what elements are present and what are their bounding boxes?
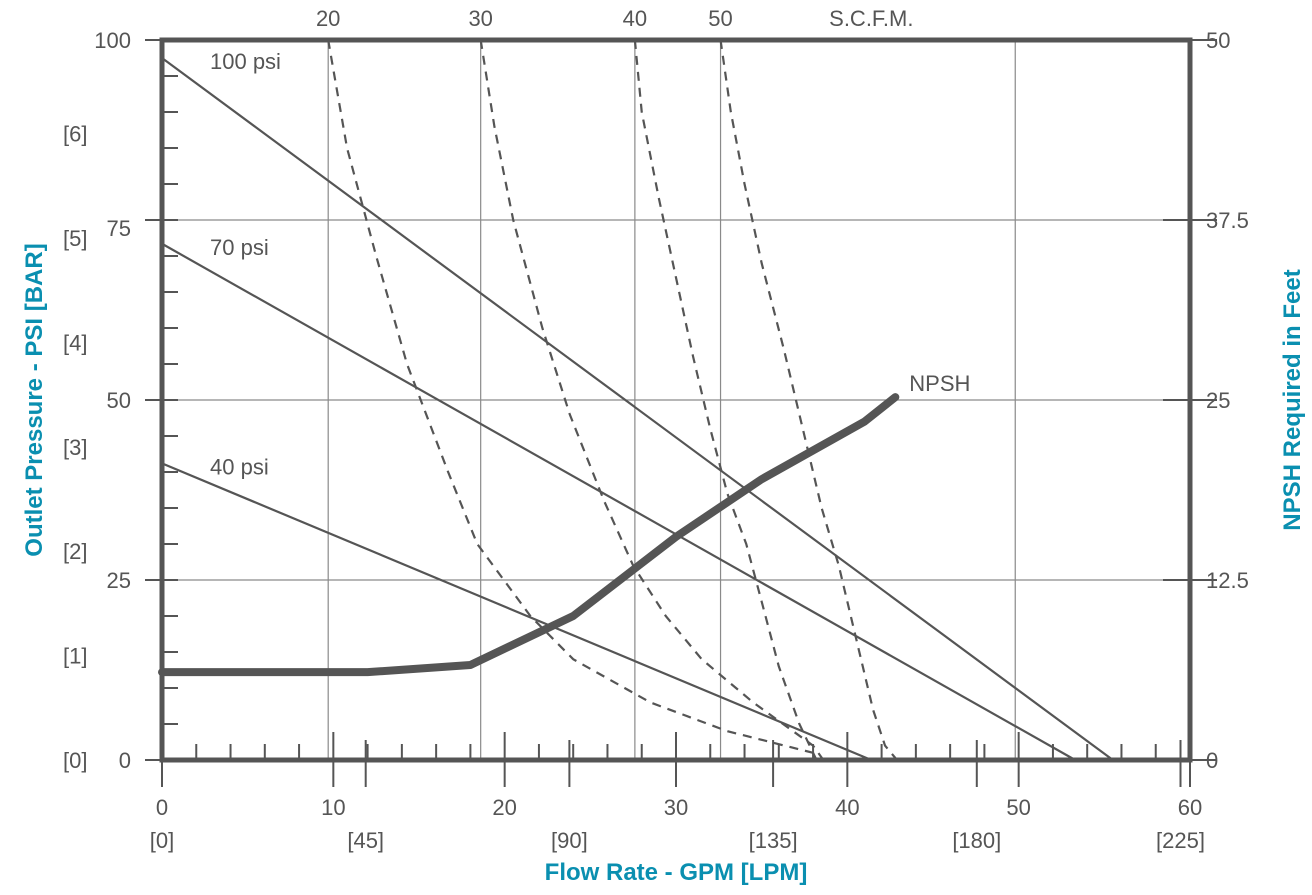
x-tick-label-lpm: [135]	[749, 828, 798, 853]
y-tick-label-bar: [0]	[63, 748, 87, 773]
scfm-curve-label: 40	[623, 6, 647, 31]
y-tick-label-bar: [6]	[63, 122, 87, 147]
x-tick-label-lpm: [180]	[952, 828, 1001, 853]
y-tick-label-bar: [5]	[63, 226, 87, 251]
curves: 100 psi 70 psi 40 psi NPSH	[158, 39, 1114, 762]
x-tick-label-lpm: [0]	[150, 828, 174, 853]
scfm-curve-label: 50	[708, 6, 732, 31]
pressure-curve-label: 40 psi	[210, 454, 269, 479]
y-tick-label-psi: 75	[107, 216, 131, 241]
y-tick-label-bar: [3]	[63, 435, 87, 460]
pressure-curve-label: 70 psi	[210, 235, 269, 260]
y-tick-label-bar: [4]	[63, 330, 87, 355]
x-tick-label-gpm: 50	[1006, 795, 1030, 820]
tick-labels: 20 30 40 50 S.C.F.M. 0 10 20 30 40 50 60 [0] [45] [90]…	[63, 6, 1249, 853]
x-tick-label-gpm: 30	[664, 795, 688, 820]
scfm-unit-label: S.C.F.M.	[829, 6, 913, 31]
scfm-curve-label: 30	[468, 6, 492, 31]
pressure-curve	[161, 242, 1076, 761]
y2-tick-label: 12.5	[1206, 568, 1249, 593]
x-tick-label-lpm: [225]	[1156, 828, 1205, 853]
npsh-curve	[158, 393, 900, 677]
scfm-curve	[327, 39, 814, 754]
x-axis-title: Flow Rate - GPM [LPM]	[545, 859, 808, 886]
pressure-curve-label: 100 psi	[210, 49, 281, 74]
scfm-curve	[719, 39, 898, 761]
y2-tick-label: 0	[1206, 748, 1218, 773]
y-tick-label-psi: 50	[107, 388, 131, 413]
y-tick-label-bar: [2]	[63, 539, 87, 564]
x-tick-label-gpm: 0	[156, 795, 168, 820]
grid-lines	[162, 40, 1190, 760]
x-tick-label-gpm: 40	[835, 795, 859, 820]
y2-tick-label: 50	[1206, 28, 1230, 53]
scfm-curve	[479, 39, 825, 761]
x-tick-label-lpm: [45]	[347, 828, 384, 853]
y-tick-label-bar: [1]	[63, 644, 87, 669]
tick-marks	[145, 39, 1217, 787]
x-tick-label-gpm: 10	[321, 795, 345, 820]
scfm-curve-label: 20	[316, 6, 340, 31]
y-axis-title: Outlet Pressure - PSI [BAR]	[21, 243, 48, 556]
scfm-curve	[633, 39, 818, 761]
x-tick-label-gpm: 60	[1178, 795, 1202, 820]
pressure-curve	[161, 462, 872, 762]
y-tick-label-psi: 25	[107, 568, 131, 593]
x-tick-label-lpm: [90]	[551, 828, 588, 853]
npsh-curve-label: NPSH	[909, 371, 970, 396]
y2-axis-title: NPSH Required in Feet	[1279, 269, 1306, 530]
y2-tick-label: 25	[1206, 388, 1230, 413]
y-tick-label-psi: 100	[94, 28, 131, 53]
x-tick-label-gpm: 20	[492, 795, 516, 820]
y2-tick-label: 37.5	[1206, 208, 1249, 233]
y-tick-label-psi: 0	[119, 748, 131, 773]
pressure-curve	[161, 57, 1114, 761]
